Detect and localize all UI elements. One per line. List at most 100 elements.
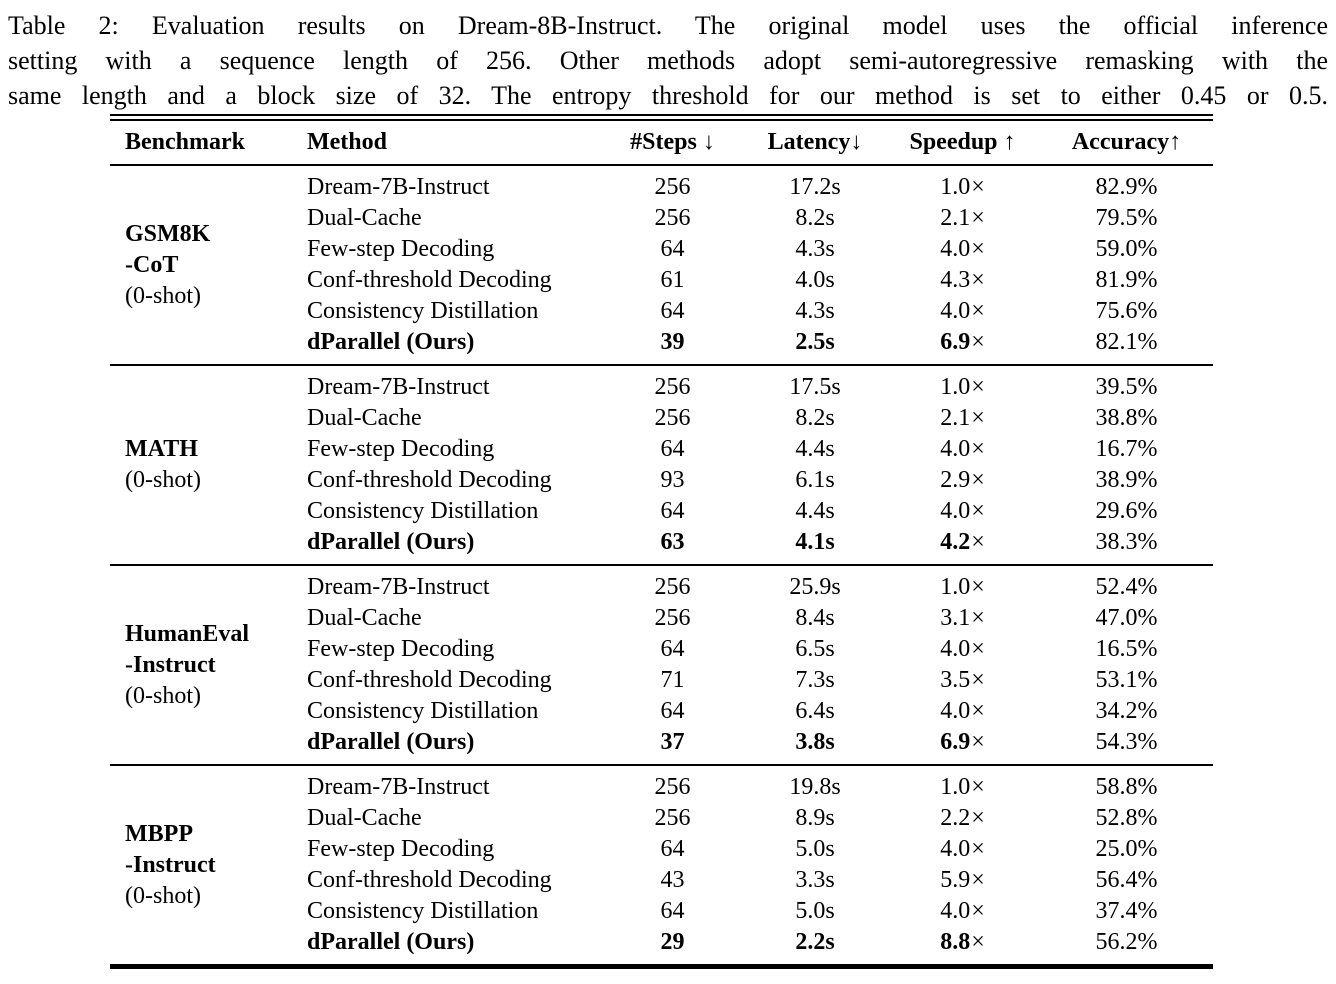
speedup-cell: 4.0×: [885, 698, 1040, 725]
steps-cell: 64: [660, 698, 685, 724]
benchmark-section: MBPP -Instruct (0-shot) Dream-7B-Instruct …: [110, 764, 1213, 964]
accuracy-cell: 39.5%: [1095, 374, 1158, 400]
speedup-value: 4.0: [940, 236, 971, 262]
steps-cell: 64: [660, 636, 685, 662]
steps-cell: 256: [654, 605, 691, 631]
latency-cell: 5.0s: [795, 898, 835, 924]
steps-cell: 37: [660, 729, 685, 755]
latency-cell: 8.4s: [795, 605, 835, 631]
method-cell: Few-step Decoding: [307, 436, 495, 462]
speedup-value: 1.0: [940, 174, 971, 200]
times-symbol: ×: [971, 729, 985, 755]
table-row: dParallel (Ours) 63 4.1s 4.2× 38.3%: [307, 527, 1213, 558]
method-cell: dParallel (Ours): [307, 529, 475, 555]
benchmark-line: GSM8K: [125, 220, 211, 247]
times-symbol: ×: [971, 467, 985, 493]
speedup-cell: 1.0×: [885, 774, 1040, 801]
table-body: GSM8K -CoT (0-shot) Dream-7B-Instruct 256 …: [110, 166, 1213, 964]
speedup-cell: 4.0×: [885, 836, 1040, 863]
speedup-value: 4.0: [940, 636, 971, 662]
speedup-cell: 3.5×: [885, 667, 1040, 694]
table-row: dParallel (Ours) 39 2.5s 6.9× 82.1%: [307, 327, 1213, 358]
steps-cell: 61: [660, 267, 685, 293]
speedup-value: 6.9: [940, 329, 971, 355]
speedup-cell: 2.1×: [885, 405, 1040, 432]
times-symbol: ×: [971, 329, 985, 355]
steps-cell: 64: [660, 298, 685, 324]
header-rule: [110, 164, 1213, 166]
times-symbol: ×: [971, 298, 985, 324]
steps-cell: 256: [654, 574, 691, 600]
speedup-cell: 4.0×: [885, 436, 1040, 463]
benchmark-line: MATH: [125, 436, 198, 462]
method-cell: dParallel (Ours): [307, 729, 475, 755]
steps-cell: 71: [660, 667, 685, 693]
benchmark-section: HumanEval -Instruct (0-shot) Dream-7B-Inst…: [110, 564, 1213, 764]
speedup-value: 2.9: [940, 467, 971, 493]
steps-cell: 64: [660, 498, 685, 524]
speedup-value: 2.1: [940, 205, 971, 231]
speedup-cell: 4.0×: [885, 236, 1040, 263]
accuracy-cell: 38.8%: [1095, 405, 1158, 431]
method-cell: Consistency Distillation: [307, 698, 539, 724]
table-row: Consistency Distillation 64 4.4s 4.0× 29…: [307, 496, 1213, 527]
steps-cell: 64: [660, 236, 685, 262]
accuracy-cell: 37.4%: [1095, 898, 1158, 924]
table-row: Conf-threshold Decoding 43 3.3s 5.9× 56.…: [307, 865, 1213, 896]
accuracy-cell: 25.0%: [1095, 836, 1158, 862]
benchmark-line: -Instruct: [125, 651, 216, 678]
table-row: Dual-Cache 256 8.2s 2.1× 79.5%: [307, 203, 1213, 234]
latency-cell: 2.5s: [795, 329, 835, 355]
steps-cell: 43: [660, 867, 685, 893]
speedup-cell: 2.9×: [885, 467, 1040, 494]
speedup-value: 4.0: [940, 298, 971, 324]
accuracy-cell: 38.3%: [1095, 529, 1158, 555]
speedup-cell: 4.0×: [885, 636, 1040, 663]
method-cell: Consistency Distillation: [307, 298, 539, 324]
table-row: Dream-7B-Instruct 256 17.2s 1.0× 82.9%: [307, 172, 1213, 203]
header-cell-steps: #Steps ↓: [630, 129, 715, 155]
latency-cell: 8.9s: [795, 805, 835, 831]
times-symbol: ×: [971, 836, 985, 862]
table-row: Few-step Decoding 64 4.4s 4.0× 16.7%: [307, 434, 1213, 465]
method-cell: Few-step Decoding: [307, 236, 495, 262]
latency-cell: 3.3s: [795, 867, 835, 893]
speedup-value: 4.3: [940, 267, 971, 293]
latency-cell: 19.8s: [789, 774, 841, 800]
accuracy-cell: 59.0%: [1095, 236, 1158, 262]
section-rows: Dream-7B-Instruct 256 25.9s 1.0× 52.4% D…: [307, 572, 1213, 758]
table-row: Few-step Decoding 64 4.3s 4.0× 59.0%: [307, 234, 1213, 265]
steps-cell: 63: [660, 529, 685, 555]
section-rows: Dream-7B-Instruct 256 19.8s 1.0× 58.8% D…: [307, 772, 1213, 958]
latency-cell: 25.9s: [789, 574, 841, 600]
latency-cell: 4.4s: [795, 498, 835, 524]
benchmark-section: MATH (0-shot) Dream-7B-Instruct 256 17.5s…: [110, 364, 1213, 564]
latency-cell: 3.8s: [795, 729, 835, 755]
method-cell: Dream-7B-Instruct: [307, 774, 490, 800]
results-table: Benchmark Method #Steps ↓ Latency↓ Speed…: [110, 114, 1213, 969]
times-symbol: ×: [971, 236, 985, 262]
times-symbol: ×: [971, 867, 985, 893]
speedup-cell: 1.0×: [885, 374, 1040, 401]
latency-cell: 4.0s: [795, 267, 835, 293]
speedup-value: 1.0: [940, 374, 971, 400]
speedup-value: 4.0: [940, 698, 971, 724]
accuracy-cell: 56.2%: [1095, 929, 1158, 955]
times-symbol: ×: [971, 667, 985, 693]
benchmark-cell: MATH (0-shot): [110, 372, 307, 558]
speedup-cell: 6.9×: [885, 729, 1040, 756]
method-cell: Few-step Decoding: [307, 836, 495, 862]
latency-cell: 4.4s: [795, 436, 835, 462]
section-rows: Dream-7B-Instruct 256 17.5s 1.0× 39.5% D…: [307, 372, 1213, 558]
method-cell: Conf-threshold Decoding: [307, 467, 552, 493]
table-row: Conf-threshold Decoding 61 4.0s 4.3× 81.…: [307, 265, 1213, 296]
speedup-cell: 4.3×: [885, 267, 1040, 294]
method-cell: Dream-7B-Instruct: [307, 374, 490, 400]
times-symbol: ×: [971, 929, 985, 955]
speedup-cell: 4.0×: [885, 898, 1040, 925]
times-symbol: ×: [971, 805, 985, 831]
speedup-value: 3.5: [940, 667, 971, 693]
method-cell: dParallel (Ours): [307, 329, 475, 355]
speedup-value: 2.1: [940, 405, 971, 431]
steps-cell: 256: [654, 774, 691, 800]
